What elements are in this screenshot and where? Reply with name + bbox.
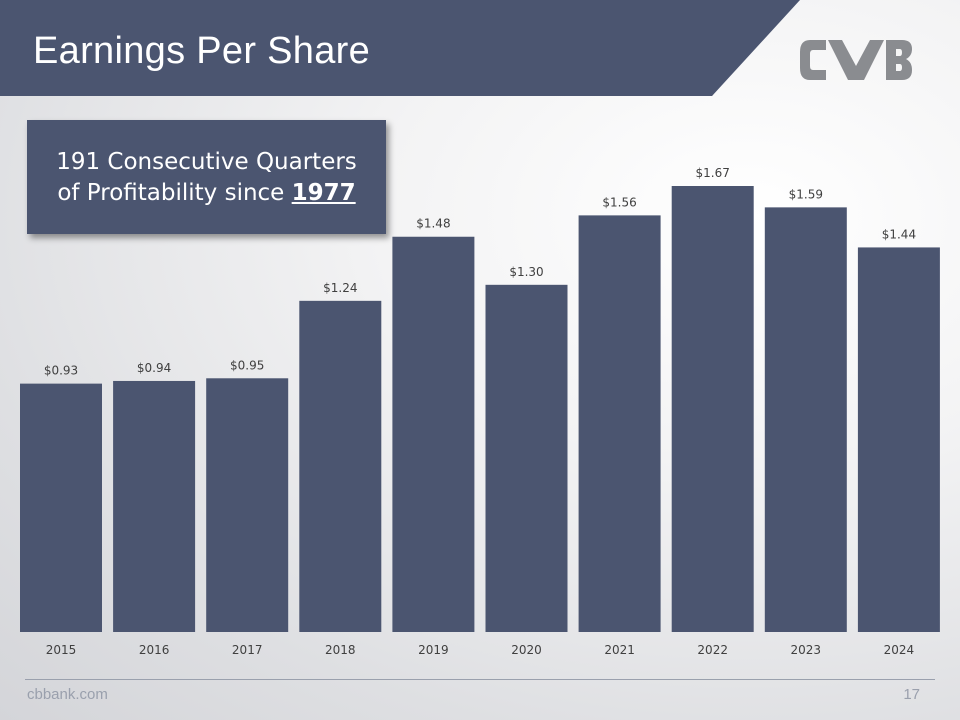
bar-2024 — [857, 247, 940, 632]
callout-line-1: 191 Consecutive Quarters — [56, 149, 357, 175]
callout-text: 191 Consecutive Quarters of Profitabilit… — [27, 147, 386, 209]
x-tick-2016: 2016 — [139, 643, 170, 657]
bar-2022 — [671, 186, 754, 632]
callout-line-2: of Profitability since 1977 — [27, 178, 386, 209]
bar-2019 — [392, 236, 475, 632]
bar-2021 — [578, 215, 661, 632]
x-tick-2022: 2022 — [697, 643, 728, 657]
data-label-2022: $1.67 — [696, 166, 730, 180]
x-tick-2024: 2024 — [884, 643, 915, 657]
eps-bar-chart: $0.93 2015 $0.94 2016 $0.95 2017 $1.24 2018 $1.4… — [20, 166, 940, 657]
bar-2016 — [113, 380, 196, 632]
x-tick-2023: 2023 — [791, 643, 822, 657]
data-label-2019: $1.48 — [416, 217, 450, 231]
x-tick-2015: 2015 — [46, 643, 77, 657]
bar-2015 — [20, 383, 102, 632]
data-label-2018: $1.24 — [323, 281, 357, 295]
bar-2018 — [299, 300, 382, 632]
x-tick-2020: 2020 — [511, 643, 542, 657]
data-label-2023: $1.59 — [789, 187, 823, 201]
footer-divider — [25, 679, 935, 680]
data-label-2017: $0.95 — [230, 358, 264, 372]
callout-box: 191 Consecutive Quarters of Profitabilit… — [27, 120, 386, 234]
x-tick-2018: 2018 — [325, 643, 356, 657]
callout-year: 1977 — [291, 180, 356, 206]
footer-site: cbbank.com — [27, 686, 108, 703]
callout-line-2-prefix: of Profitability since — [57, 180, 285, 206]
x-tick-2019: 2019 — [418, 643, 449, 657]
cvb-logo — [800, 40, 912, 80]
data-label-2020: $1.30 — [509, 265, 543, 279]
header-banner — [0, 0, 800, 96]
page-number: 17 — [903, 686, 920, 703]
bar-2020 — [485, 284, 568, 632]
x-tick-2017: 2017 — [232, 643, 263, 657]
data-label-2024: $1.44 — [882, 227, 916, 241]
page-title: Earnings Per Share — [33, 30, 371, 72]
data-label-2016: $0.94 — [137, 361, 171, 375]
data-label-2021: $1.56 — [602, 195, 636, 209]
bar-2023 — [764, 207, 847, 632]
data-label-2015: $0.93 — [44, 364, 78, 378]
x-tick-2021: 2021 — [604, 643, 635, 657]
bar-2017 — [206, 378, 289, 632]
